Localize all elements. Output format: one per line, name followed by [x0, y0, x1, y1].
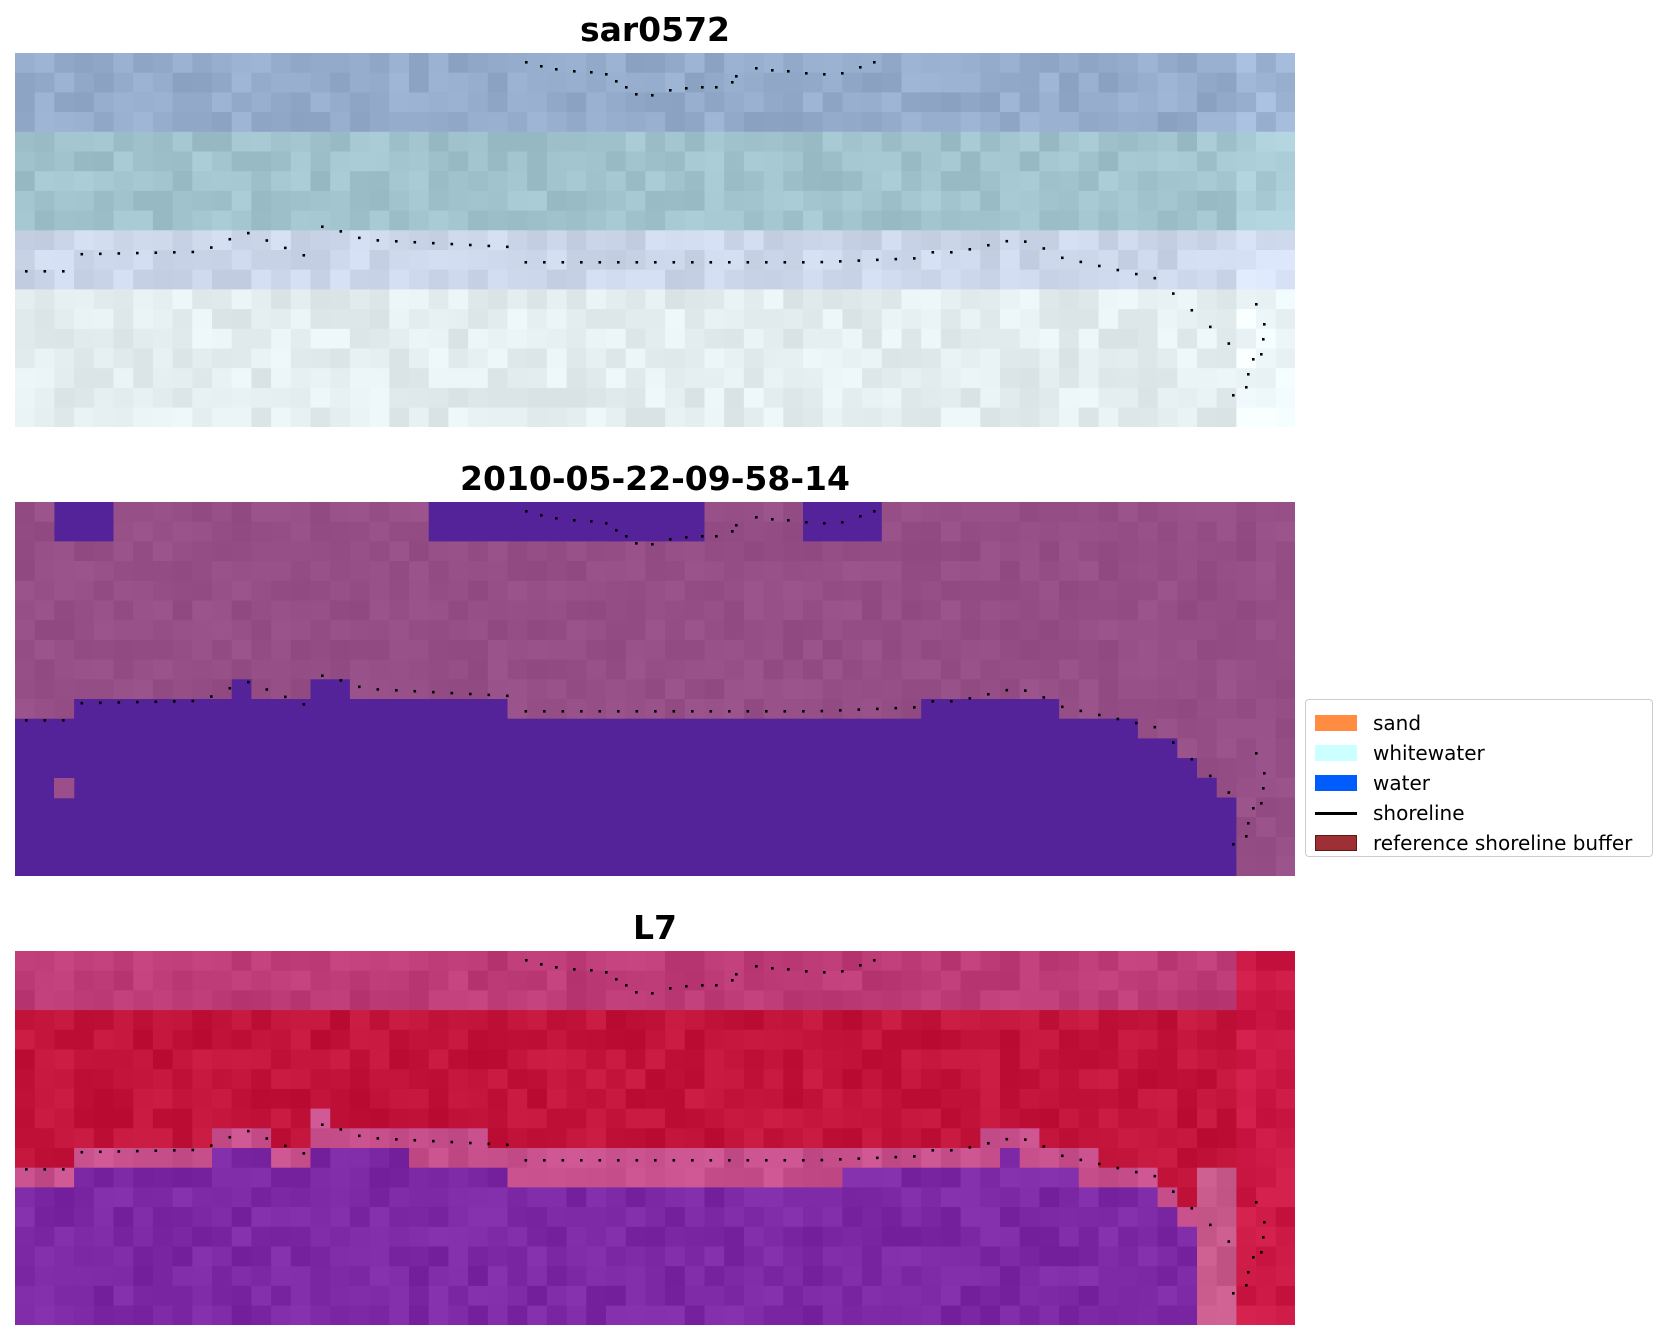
legend-item-reference-buffer: reference shoreline buffer	[1306, 828, 1652, 858]
sand-swatch	[1315, 715, 1357, 731]
legend: sand whitewater water shoreline referenc…	[1305, 699, 1653, 857]
legend-item-sand: sand	[1306, 708, 1652, 738]
legend-label-reference-buffer: reference shoreline buffer	[1373, 831, 1633, 855]
legend-label-sand: sand	[1373, 711, 1422, 735]
classified-image-panel	[15, 502, 1295, 876]
legend-item-shoreline: shoreline	[1306, 798, 1652, 828]
reference-buffer-swatch	[1315, 835, 1357, 851]
panel-title-index: L7	[633, 908, 677, 947]
legend-item-whitewater: whitewater	[1306, 738, 1652, 768]
water-swatch	[1315, 775, 1357, 791]
legend-label-shoreline: shoreline	[1373, 801, 1465, 825]
index-image	[15, 951, 1295, 1325]
panel-title-classified: 2010-05-22-09-58-14	[460, 459, 850, 498]
whitewater-swatch	[1315, 745, 1357, 761]
index-image-panel	[15, 951, 1295, 1325]
rgb-satellite-image	[15, 53, 1295, 427]
panel-title-rgb: sar0572	[579, 10, 731, 49]
shoreline-line-swatch	[1315, 812, 1357, 815]
classified-image	[15, 502, 1295, 876]
rgb-image-panel	[15, 53, 1295, 427]
legend-label-water: water	[1373, 771, 1430, 795]
legend-item-water: water	[1306, 768, 1652, 798]
legend-label-whitewater: whitewater	[1373, 741, 1485, 765]
